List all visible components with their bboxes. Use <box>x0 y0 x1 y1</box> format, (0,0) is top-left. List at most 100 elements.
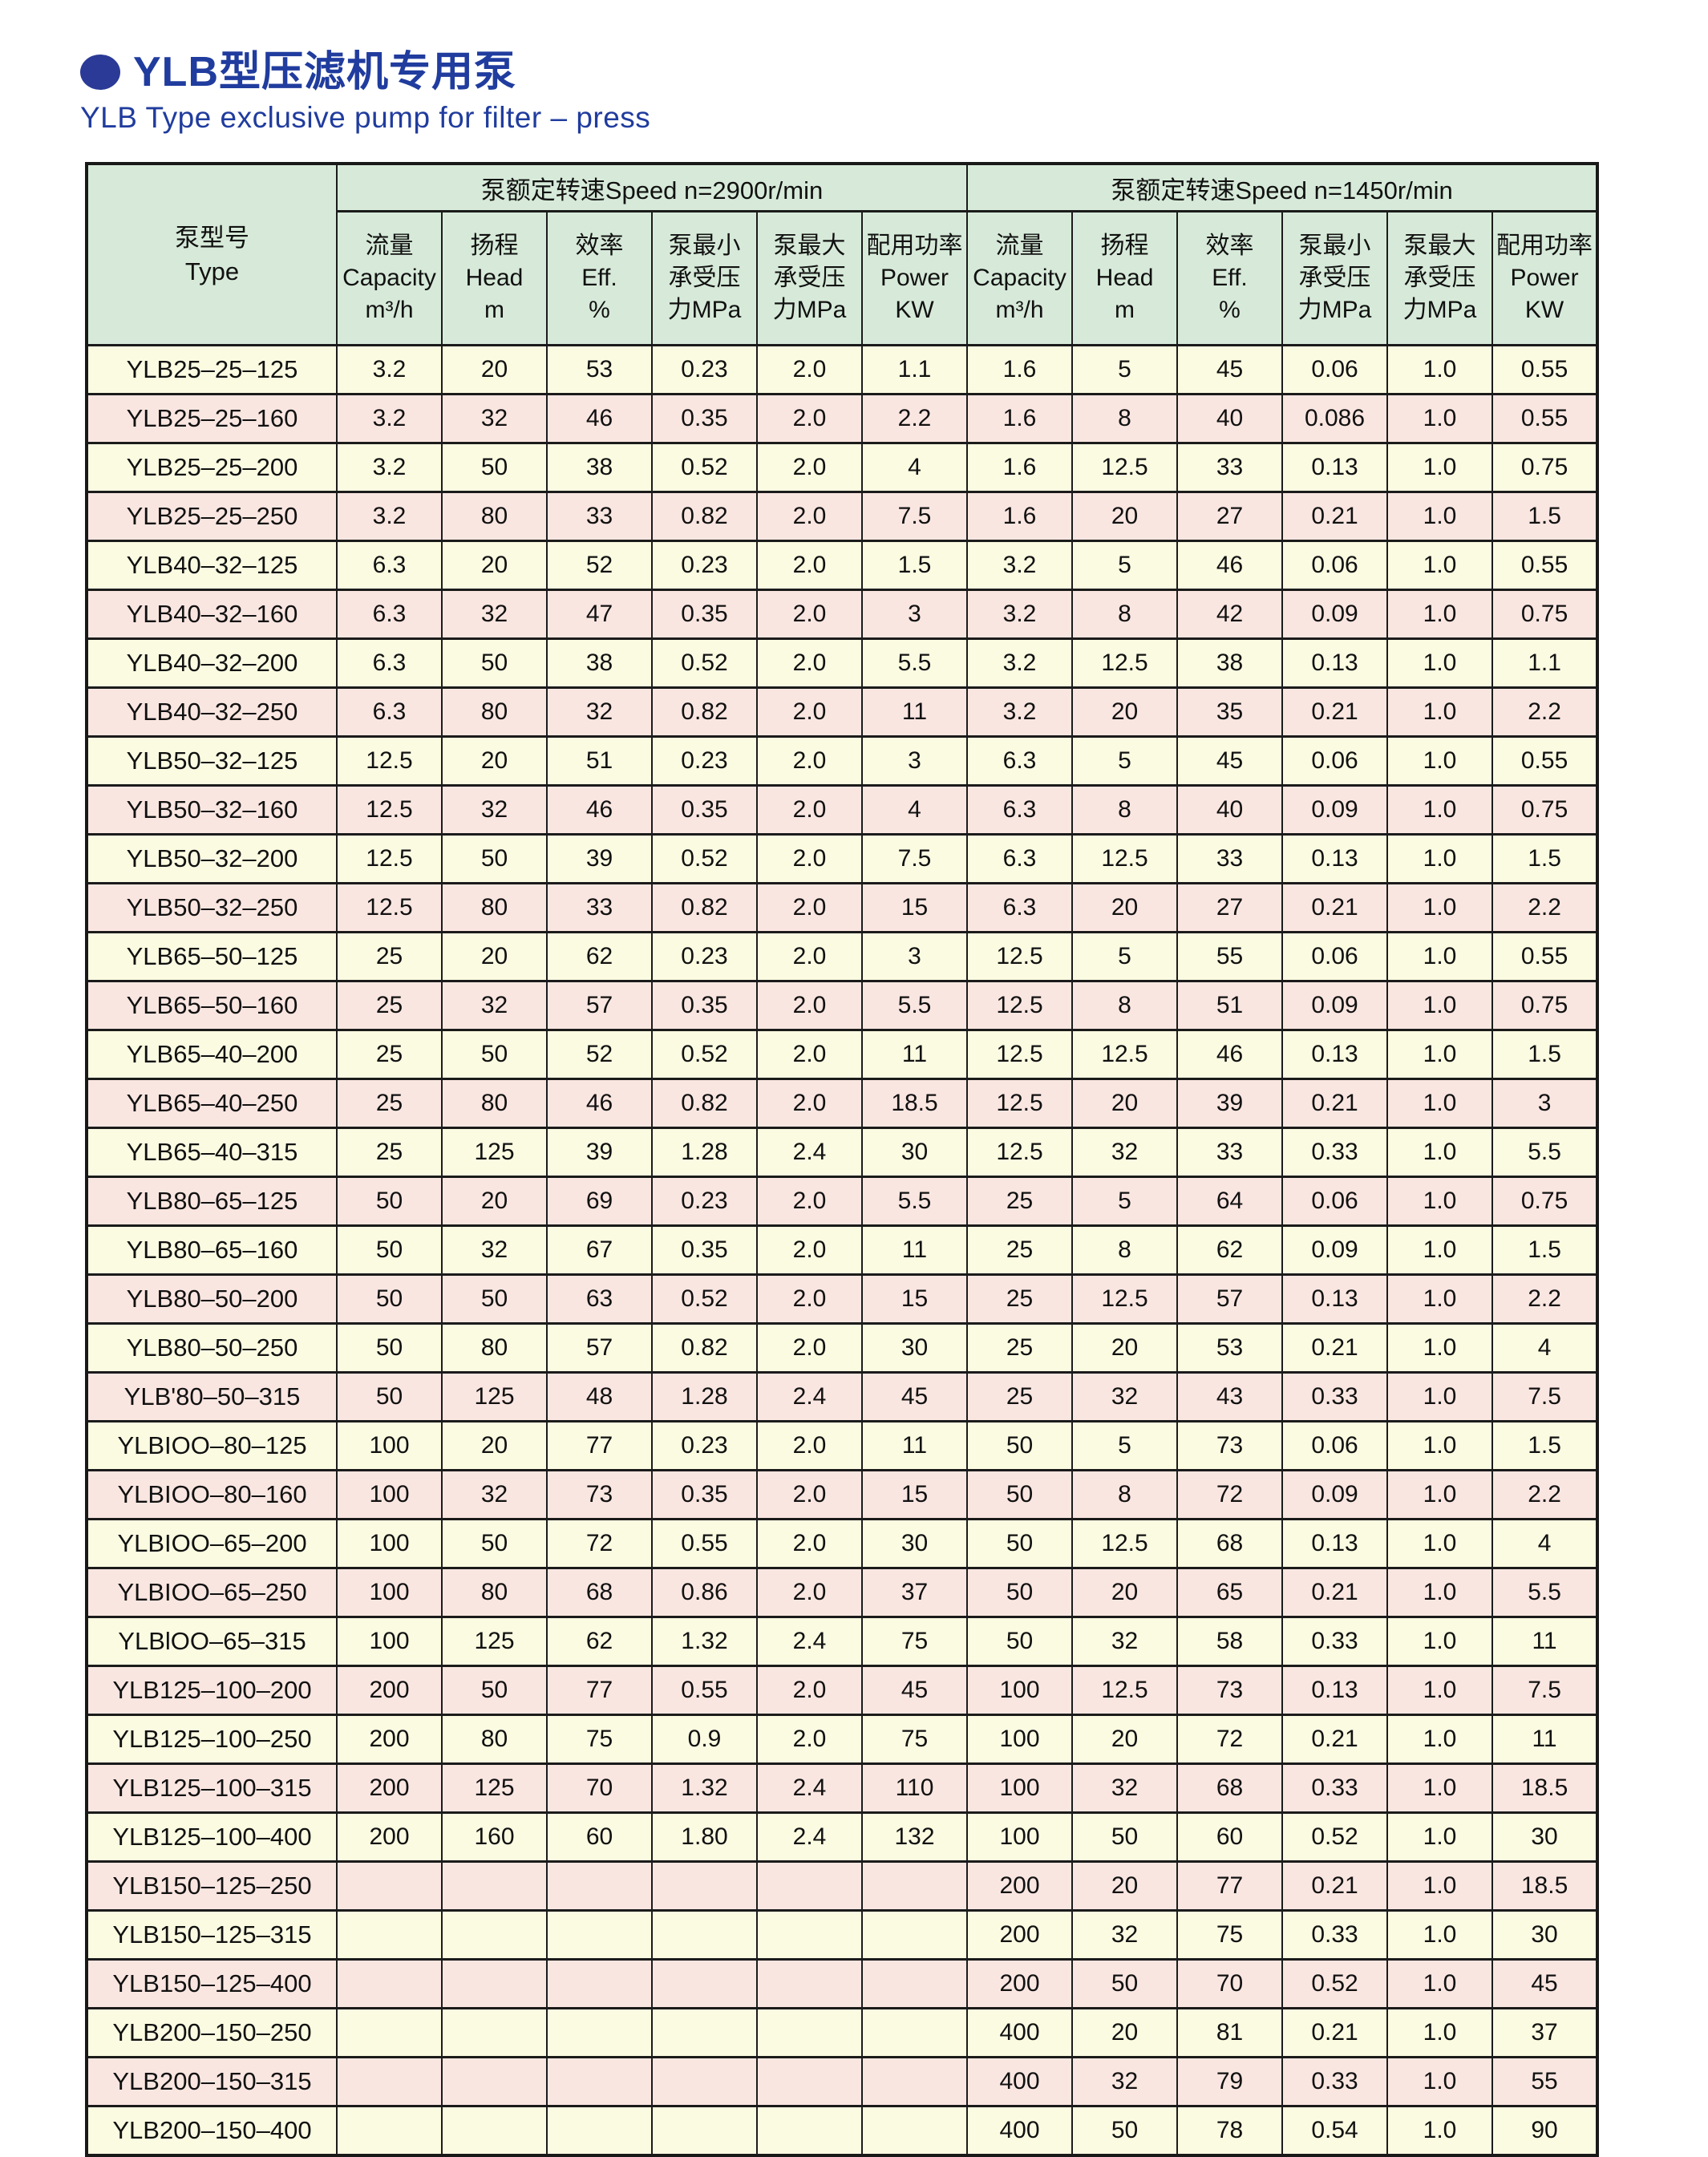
value-cell: 1.0 <box>1386 2105 1494 2157</box>
value-cell: 100 <box>336 1567 443 1618</box>
value-cell: 1.28 <box>651 1371 758 1422</box>
value-cell: 12.5 <box>336 833 443 884</box>
table-row: YLB80–65–125 50 20 69 0.23 2.0 5.5 25 5 64 0.06 1.0… <box>86 1176 1599 1227</box>
sphere-bullet-icon <box>80 55 120 90</box>
value-cell: 30 <box>1491 1909 1599 1961</box>
value-cell: 39 <box>546 833 653 884</box>
value-cell: 1.5 <box>1491 1420 1599 1471</box>
value-cell <box>441 2007 548 2058</box>
value-cell: 20 <box>1071 1714 1179 1765</box>
value-cell: 0.09 <box>1281 980 1389 1031</box>
value-cell: 2.0 <box>756 1518 863 1569</box>
value-cell: 1.0 <box>1386 1469 1494 1520</box>
value-cell: 2.0 <box>756 442 863 493</box>
value-cell: 12.5 <box>1071 637 1179 689</box>
value-cell: 400 <box>966 2056 1074 2107</box>
group-header-speed-2900: 泵额定转速Speed n=2900r/min <box>335 162 969 212</box>
value-cell: 0.52 <box>1281 1958 1389 2009</box>
value-cell: 1.0 <box>1386 1029 1494 1080</box>
value-cell: 53 <box>1176 1322 1284 1374</box>
table-row: YLB50–32–200 12.5 50 39 0.52 2.0 7.5 6.3 12.5 33 0… <box>86 833 1599 884</box>
value-cell: 0.54 <box>1281 2105 1389 2157</box>
table-row: YLB125–100–400 200 160 60 1.80 2.4 132 100 50 60 0… <box>86 1811 1599 1863</box>
column-header-eff-2900: 效率 Eff.% <box>546 210 653 346</box>
value-cell: 12.5 <box>1071 1029 1179 1080</box>
value-cell: 38 <box>546 637 653 689</box>
column-header-line: m³/h <box>995 297 1044 323</box>
value-cell <box>756 1958 863 2009</box>
value-cell: 100 <box>336 1469 443 1520</box>
value-cell: 25 <box>336 931 443 982</box>
value-cell: 1.0 <box>1386 1273 1494 1325</box>
column-header-line: m³/h <box>365 297 414 323</box>
value-cell: 1.0 <box>1386 491 1494 542</box>
value-cell: 5 <box>1071 540 1179 591</box>
value-cell: 52 <box>546 540 653 591</box>
value-cell <box>860 2007 969 2058</box>
value-cell <box>336 2105 443 2157</box>
pump-type-cell: YLB40–32–200 <box>86 637 338 689</box>
value-cell: 0.35 <box>651 589 758 640</box>
column-header-line: 泵最大 <box>1403 233 1476 259</box>
value-cell: 0.06 <box>1281 931 1389 982</box>
value-cell: 2.0 <box>756 1322 863 1374</box>
value-cell: 0.82 <box>651 882 758 933</box>
pump-type-cell: YLB50–32–200 <box>86 833 338 884</box>
value-cell <box>546 1958 653 2009</box>
value-cell: 0.33 <box>1281 1371 1389 1422</box>
value-cell: 0.086 <box>1281 393 1389 444</box>
value-cell: 0.06 <box>1281 1420 1389 1471</box>
value-cell: 80 <box>441 1567 548 1618</box>
value-cell: 33 <box>1176 833 1284 884</box>
pump-type-cell: YLB40–32–125 <box>86 540 338 591</box>
value-cell: 32 <box>1071 2056 1179 2107</box>
pump-type-cell: YLB'80–50–315 <box>86 1371 338 1422</box>
value-cell: 2.0 <box>756 784 863 836</box>
value-cell: 77 <box>546 1420 653 1471</box>
column-header-line: 配用功率 <box>1496 233 1593 259</box>
pump-type-cell: YLBIOO–65–200 <box>86 1518 338 1569</box>
pump-type-cell: YLB80–65–160 <box>86 1224 338 1276</box>
value-cell: 200 <box>336 1665 443 1716</box>
value-cell: 0.82 <box>651 686 758 738</box>
value-cell: 1.0 <box>1386 1420 1494 1471</box>
column-header-line: Power <box>1510 265 1579 291</box>
value-cell: 50 <box>336 1322 443 1374</box>
column-header-head-2900: 扬程 Head m <box>441 210 548 346</box>
value-cell: 11 <box>860 1224 969 1276</box>
table-row: YLB40–32–125 6.3 20 52 0.23 2.0 1.5 3.2 5 46 0.06 1… <box>86 540 1599 591</box>
value-cell: 3.2 <box>966 540 1074 591</box>
value-cell: 1.0 <box>1386 833 1494 884</box>
value-cell: 72 <box>1176 1714 1284 1765</box>
value-cell: 12.5 <box>966 931 1074 982</box>
value-cell: 45 <box>1176 735 1284 787</box>
value-cell: 33 <box>1176 1127 1284 1178</box>
value-cell: 0.21 <box>1281 1078 1389 1129</box>
value-cell: 0.09 <box>1281 1469 1389 1520</box>
value-cell: 1.0 <box>1386 686 1494 738</box>
value-cell: 3 <box>860 589 969 640</box>
value-cell: 1.0 <box>1386 1665 1494 1716</box>
value-cell: 30 <box>860 1127 969 1178</box>
value-cell: 3.2 <box>966 589 1074 640</box>
table-row: YLB200–150–315 400 32 79 0.33 1.0 55 <box>86 2056 1599 2107</box>
value-cell: 20 <box>1071 2007 1179 2058</box>
value-cell: 100 <box>336 1420 443 1471</box>
table-row: YLB65–40–315 25 125 39 1.28 2.4 30 12.5 32 33 0.33… <box>86 1127 1599 1178</box>
value-cell: 6.3 <box>336 589 443 640</box>
value-cell: 48 <box>546 1371 653 1422</box>
value-cell: 2.2 <box>1491 1273 1599 1325</box>
value-cell: 45 <box>1176 344 1284 395</box>
value-cell: 11 <box>860 1420 969 1471</box>
value-cell <box>336 2056 443 2107</box>
value-cell: 1.0 <box>1386 589 1494 640</box>
value-cell: 2.2 <box>1491 1469 1599 1520</box>
value-cell: 20 <box>1071 1078 1179 1129</box>
value-cell <box>756 1909 863 1961</box>
value-cell: 0.06 <box>1281 735 1389 787</box>
value-cell: 0.86 <box>651 1567 758 1618</box>
value-cell: 50 <box>966 1518 1074 1569</box>
value-cell: 125 <box>441 1762 548 1814</box>
value-cell: 39 <box>546 1127 653 1178</box>
value-cell <box>546 1909 653 1961</box>
